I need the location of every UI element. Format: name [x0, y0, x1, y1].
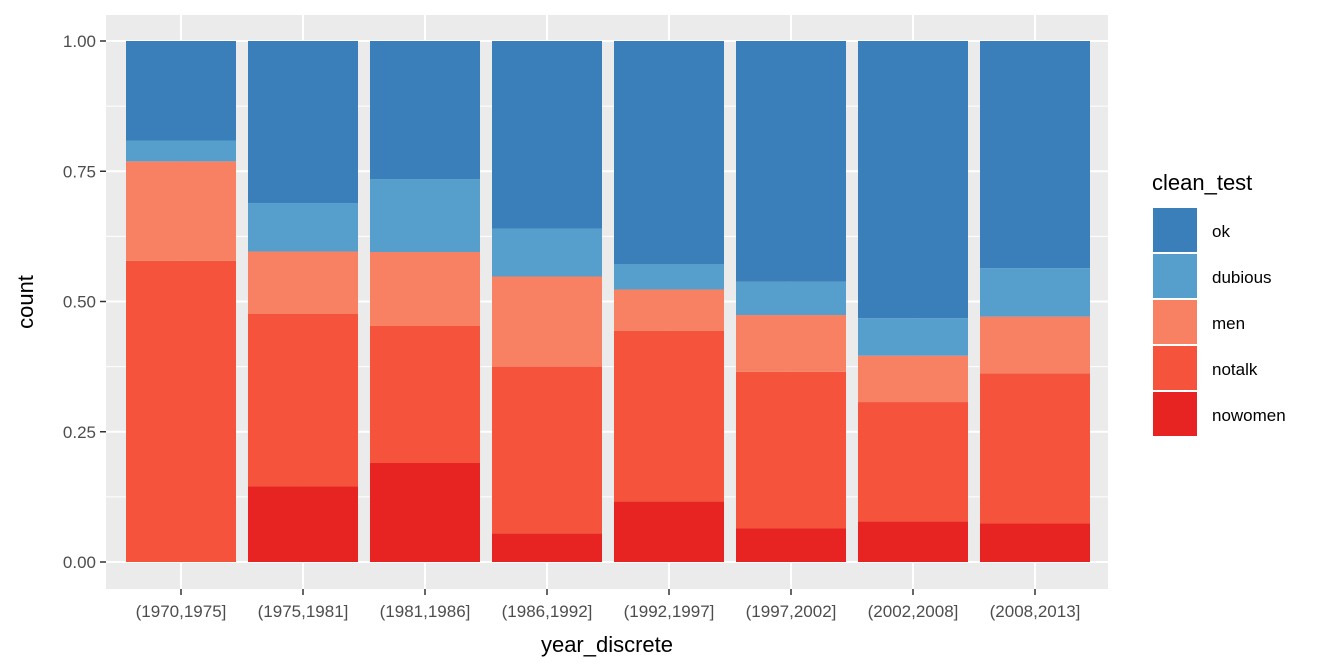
y-tick-label: 0.50	[63, 293, 96, 312]
bar-segment-ok	[492, 41, 602, 229]
bar-segment-dubious	[370, 179, 480, 253]
bar-segment-dubious	[492, 228, 602, 277]
bar-segment-dubious	[858, 318, 968, 356]
bar-segment-notalk	[492, 366, 602, 534]
legend-label-dubious: dubious	[1212, 268, 1272, 287]
bar-segment-notalk	[126, 260, 236, 562]
bar-segment-notalk	[736, 371, 846, 529]
x-axis-title: year_discrete	[541, 632, 673, 657]
y-tick-label: 0.00	[63, 553, 96, 572]
y-tick-label: 0.25	[63, 423, 96, 442]
legend-key-men	[1153, 300, 1197, 344]
legend-key-dubious	[1153, 254, 1197, 298]
bar-segment-nowomen	[736, 528, 846, 562]
bar-segment-notalk	[248, 314, 358, 487]
x-tick-label: (1986,1992]	[502, 602, 593, 621]
x-tick-label: (1981,1986]	[380, 602, 471, 621]
bar-segment-dubious	[126, 140, 236, 162]
y-tick-label: 1.00	[63, 32, 96, 51]
bar-segment-nowomen	[370, 463, 480, 562]
bars	[126, 41, 1090, 562]
bar-segment-ok	[126, 41, 236, 141]
bar-segment-men	[248, 251, 358, 315]
bar-segment-nowomen	[614, 501, 724, 562]
legend-key-nowomen	[1153, 392, 1197, 436]
bar-segment-dubious	[736, 281, 846, 316]
x-tick-label: (1997,2002]	[746, 602, 837, 621]
legend-label-ok: ok	[1212, 222, 1230, 241]
bar-segment-men	[492, 276, 602, 367]
x-tick-label: (2008,2013]	[990, 602, 1081, 621]
legend-key-ok	[1153, 208, 1197, 252]
x-tick-label: (2002,2008]	[868, 602, 959, 621]
bar-segment-men	[980, 316, 1090, 374]
bar-segment-ok	[980, 41, 1090, 269]
bar-segment-nowomen	[858, 521, 968, 562]
y-axis: 0.00 0.25 0.50 0.75 1.00	[63, 32, 106, 572]
bar-segment-ok	[858, 41, 968, 319]
legend: clean_test ok dubious men notalk nowomen	[1152, 170, 1286, 436]
legend-title: clean_test	[1152, 170, 1252, 195]
bar-segment-nowomen	[248, 486, 358, 562]
x-tick-label: (1975,1981]	[258, 602, 349, 621]
x-axis: (1970,1975] (1975,1981] (1981,1986] (1986,1…	[136, 589, 1081, 621]
bar-segment-men	[736, 315, 846, 372]
x-tick-label: (1992,1997]	[624, 602, 715, 621]
bar-segment-dubious	[980, 268, 1090, 317]
legend-label-men: men	[1212, 314, 1245, 333]
bar-segment-nowomen	[492, 533, 602, 562]
legend-label-notalk: notalk	[1212, 360, 1258, 379]
bar-segment-men	[370, 252, 480, 326]
bar-segment-men	[614, 289, 724, 331]
bar-segment-ok	[614, 41, 724, 264]
legend-key-notalk	[1153, 346, 1197, 390]
bar-segment-notalk	[614, 330, 724, 502]
bar-segment-dubious	[248, 203, 358, 252]
y-tick-label: 0.75	[63, 162, 96, 181]
bar-segment-notalk	[370, 325, 480, 464]
bar-segment-notalk	[980, 373, 1090, 524]
bar-segment-ok	[736, 41, 846, 282]
bar-segment-ok	[370, 41, 480, 180]
bar-segment-men	[126, 161, 236, 261]
bar-segment-nowomen	[980, 523, 1090, 562]
bar-segment-ok	[248, 41, 358, 204]
bar-segment-notalk	[858, 402, 968, 522]
legend-label-nowomen: nowomen	[1212, 406, 1286, 425]
y-axis-title: count	[13, 275, 38, 329]
x-tick-label: (1970,1975]	[136, 602, 227, 621]
bar-segment-men	[858, 355, 968, 403]
bar-segment-dubious	[614, 263, 724, 290]
